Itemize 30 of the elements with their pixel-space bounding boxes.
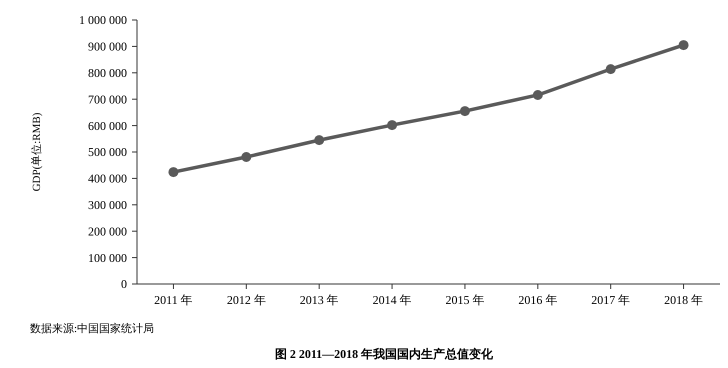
x-tick-label: 2015 年 bbox=[445, 293, 484, 307]
y-tick-label: 1 000 000 bbox=[79, 13, 127, 28]
y-tick-label: 500 000 bbox=[88, 145, 127, 160]
source-note: 数据来源:中国国家统计局 bbox=[30, 322, 154, 335]
x-tick-label: 2018 年 bbox=[664, 293, 704, 307]
point bbox=[460, 106, 470, 116]
y-tick-label: 200 000 bbox=[88, 224, 127, 238]
y-tick-label: 100 000 bbox=[88, 250, 127, 265]
x-tick-label: 2012 年 bbox=[226, 293, 266, 307]
point bbox=[532, 90, 543, 100]
point bbox=[314, 135, 324, 146]
point bbox=[387, 120, 398, 130]
x-tick-label: 2013 年 bbox=[300, 293, 339, 307]
y-tick-label: 700 000 bbox=[88, 92, 127, 106]
y-tick-label: 900 000 bbox=[88, 40, 127, 54]
point bbox=[606, 64, 616, 74]
y-tick-label: 400 000 bbox=[88, 172, 127, 186]
x-tick-label: 2017 年 bbox=[591, 293, 630, 307]
x-tick-label: 2011 年 bbox=[154, 293, 193, 307]
y-axis-title: GDP(单位:RMB) bbox=[30, 112, 43, 192]
y-tick-label: 600 000 bbox=[88, 118, 127, 133]
point bbox=[241, 152, 252, 162]
text: 图 2 2011—2018 年我国国内生产总值变化 bbox=[274, 347, 494, 361]
point bbox=[168, 167, 178, 178]
x-tick-label: 2016 年 bbox=[518, 293, 558, 307]
y-tick-label: 0 bbox=[121, 277, 127, 292]
y-tick-label: 300 000 bbox=[88, 198, 127, 212]
x-tick-label: 2014 年 bbox=[372, 293, 412, 307]
y-tick-label: 800 000 bbox=[88, 66, 127, 80]
point bbox=[678, 40, 689, 50]
